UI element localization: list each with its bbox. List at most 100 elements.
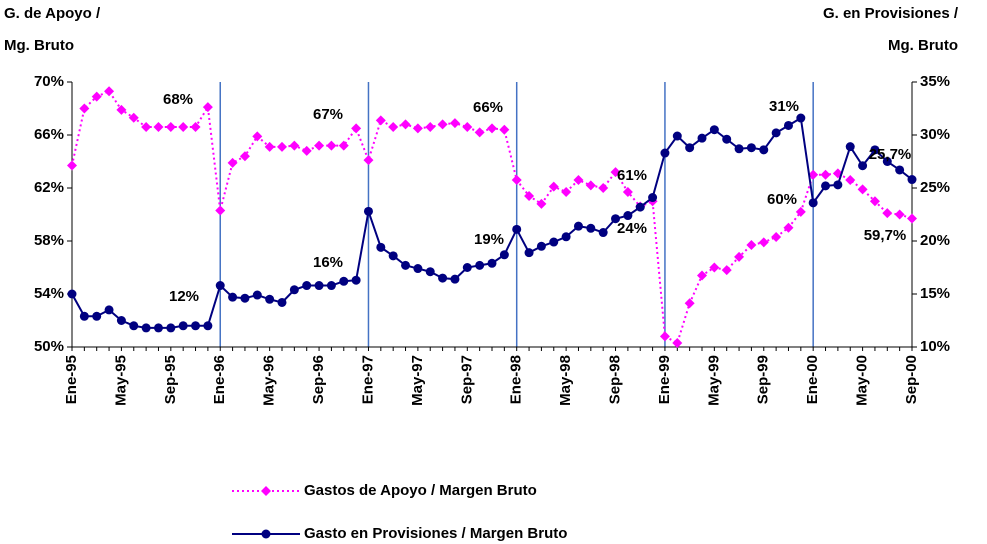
point: [314, 281, 324, 291]
point: [746, 143, 756, 153]
point: [438, 273, 448, 283]
annotation: 12%: [169, 288, 199, 305]
x-tick-label: May-96: [261, 355, 278, 406]
y2-axis-title: Mg. Bruto: [888, 37, 958, 54]
annotation: 67%: [313, 106, 343, 123]
point: [277, 141, 287, 152]
y2-axis-title: G. en Provisiones /: [823, 5, 959, 22]
point: [697, 133, 707, 143]
point: [116, 104, 127, 115]
point: [104, 86, 115, 97]
point: [635, 202, 645, 212]
point: [363, 206, 373, 216]
annotation: 24%: [617, 220, 647, 237]
point: [475, 260, 485, 270]
x-tick-label: Sep-95: [162, 355, 179, 404]
x-tick-label: Ene-98: [508, 355, 525, 404]
point: [795, 206, 806, 217]
point: [610, 167, 621, 178]
x-tick-label: Sep-96: [310, 355, 327, 404]
point: [672, 338, 683, 349]
point: [685, 143, 695, 153]
point: [412, 123, 423, 134]
point: [487, 258, 497, 268]
point: [376, 242, 386, 252]
point: [302, 281, 312, 291]
point: [91, 91, 102, 102]
point: [623, 211, 633, 221]
y-tick-label: 58%: [34, 232, 64, 249]
legend-marker: [261, 486, 271, 496]
point: [512, 224, 522, 234]
point: [869, 196, 880, 207]
point: [548, 181, 559, 192]
point: [141, 323, 151, 333]
point: [697, 270, 707, 281]
point: [240, 293, 250, 303]
point: [808, 169, 819, 180]
point: [524, 190, 535, 201]
point: [338, 140, 349, 151]
y-tick-label: 70%: [34, 73, 64, 90]
point: [79, 311, 89, 321]
point: [622, 186, 633, 197]
point: [462, 122, 473, 133]
point: [821, 181, 831, 191]
point: [672, 131, 682, 141]
point: [363, 155, 374, 166]
point: [67, 160, 77, 171]
point: [116, 316, 126, 325]
point: [833, 180, 843, 190]
point: [870, 145, 880, 155]
point: [845, 142, 855, 152]
annotation: 68%: [163, 91, 193, 108]
legend-label: Gasto en Provisiones / Margen Bruto: [304, 525, 567, 542]
point: [684, 298, 695, 309]
point: [277, 297, 287, 307]
point: [907, 175, 917, 185]
x-tick-label: May-97: [409, 355, 426, 406]
point: [895, 165, 905, 175]
point: [759, 145, 769, 155]
annotation: 25,7%: [869, 146, 912, 163]
point: [474, 127, 485, 138]
point: [203, 321, 213, 331]
x-tick-label: May-00: [854, 355, 871, 406]
point: [178, 321, 188, 331]
point: [228, 292, 238, 302]
point: [425, 122, 436, 133]
x-tick-label: Sep-97: [458, 355, 475, 404]
x-tick-label: May-99: [705, 355, 722, 406]
point: [301, 145, 312, 156]
annotation: 19%: [474, 231, 504, 248]
x-tick-label: May-95: [112, 355, 129, 406]
point: [586, 223, 596, 233]
point: [561, 186, 572, 197]
point: [190, 122, 201, 133]
y2-tick-label: 25%: [920, 179, 950, 196]
point: [771, 128, 781, 138]
point: [882, 157, 892, 166]
point: [907, 213, 917, 224]
point: [709, 262, 720, 273]
x-tick-label: Ene-95: [63, 355, 80, 404]
point: [178, 122, 189, 133]
y-tick-label: 62%: [34, 179, 64, 196]
y2-tick-label: 15%: [920, 285, 950, 302]
x-tick-label: Ene-96: [211, 355, 228, 404]
point: [549, 237, 559, 247]
point: [129, 321, 139, 331]
point: [722, 134, 732, 144]
point: [660, 148, 670, 158]
y-tick-label: 54%: [34, 285, 64, 302]
y2-tick-label: 20%: [920, 232, 950, 249]
y2-tick-label: 30%: [920, 126, 950, 143]
point: [141, 122, 152, 133]
point: [845, 175, 856, 186]
point: [326, 140, 337, 151]
point: [820, 169, 831, 180]
point: [128, 112, 139, 123]
point: [536, 198, 547, 209]
point: [598, 228, 608, 238]
point: [857, 184, 868, 195]
